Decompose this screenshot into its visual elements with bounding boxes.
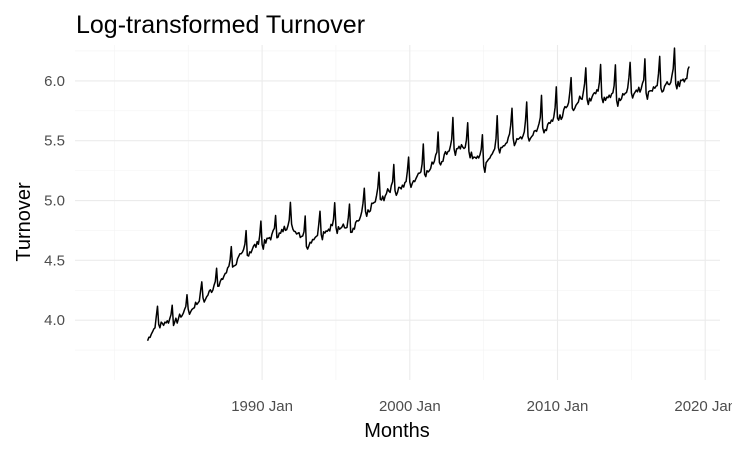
- y-tick-label: 4.5: [44, 252, 65, 269]
- x-axis-ticks: 1990 Jan 2000 Jan 2010 Jan 2020 Jan: [231, 398, 732, 415]
- y-axis-ticks: 4.0 4.5 5.0 5.5 6.0: [44, 73, 65, 329]
- x-tick-label: 2010 Jan: [527, 398, 589, 415]
- grid: [75, 45, 720, 380]
- y-tick-label: 5.0: [44, 193, 65, 210]
- y-tick-label: 5.5: [44, 133, 65, 150]
- x-tick-label: 2000 Jan: [379, 398, 441, 415]
- y-axis-title: Turnover: [13, 182, 35, 262]
- chart-title: Log-transformed Turnover: [76, 11, 365, 39]
- x-axis-title: Months: [364, 420, 430, 442]
- x-tick-label: 2020 Jan: [674, 398, 732, 415]
- y-tick-label: 6.0: [44, 73, 65, 90]
- y-tick-label: 4.0: [44, 312, 65, 329]
- turnover-series-line: [146, 47, 690, 342]
- x-tick-label: 1990 Jan: [231, 398, 293, 415]
